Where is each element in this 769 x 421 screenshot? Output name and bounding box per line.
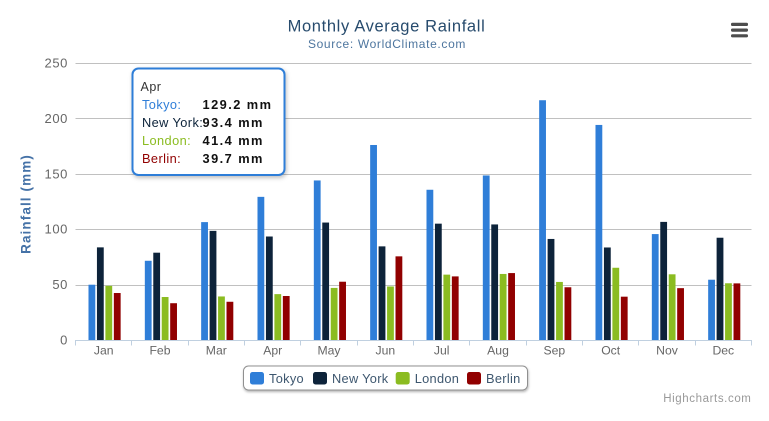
svg-text:Source: WorldClimate.com: Source: WorldClimate.com [308, 37, 466, 51]
svg-text:Jul: Jul [434, 344, 450, 358]
svg-text:New York: New York [332, 371, 389, 386]
svg-text:93.4 mm: 93.4 mm [203, 115, 264, 130]
svg-text:50: 50 [52, 277, 68, 292]
svg-text:Monthly Average Rainfall: Monthly Average Rainfall [288, 18, 486, 36]
svg-text:Feb: Feb [149, 344, 170, 358]
svg-text:250: 250 [45, 56, 69, 71]
svg-text:Jun: Jun [375, 344, 395, 358]
svg-text:New York:: New York: [142, 115, 203, 130]
svg-text:0: 0 [60, 333, 68, 348]
svg-text:Oct: Oct [601, 344, 621, 358]
svg-text:Highcharts.com: Highcharts.com [663, 393, 751, 405]
svg-text:Apr: Apr [263, 344, 282, 358]
svg-text:Mar: Mar [206, 344, 227, 358]
svg-text:Aug: Aug [487, 344, 509, 358]
svg-text:Berlin:: Berlin: [142, 151, 181, 166]
svg-text:Tokyo:: Tokyo: [142, 97, 181, 112]
svg-text:100: 100 [45, 222, 69, 237]
svg-text:39.7 mm: 39.7 mm [203, 151, 264, 166]
svg-text:Sep: Sep [543, 344, 565, 358]
svg-text:150: 150 [45, 166, 69, 181]
svg-text:London: London [415, 371, 460, 386]
svg-text:129.2 mm: 129.2 mm [203, 97, 273, 112]
svg-text:Dec: Dec [712, 344, 734, 358]
svg-text:Apr: Apr [141, 80, 162, 94]
svg-text:London:: London: [142, 133, 191, 148]
svg-text:Jan: Jan [94, 344, 114, 358]
svg-text:May: May [317, 344, 341, 358]
svg-text:200: 200 [45, 111, 69, 126]
svg-text:Nov: Nov [656, 344, 679, 358]
svg-text:41.4 mm: 41.4 mm [203, 133, 264, 148]
svg-text:Rainfall (mm): Rainfall (mm) [19, 154, 34, 254]
svg-text:Berlin: Berlin [486, 371, 521, 386]
svg-text:Tokyo: Tokyo [269, 371, 304, 386]
